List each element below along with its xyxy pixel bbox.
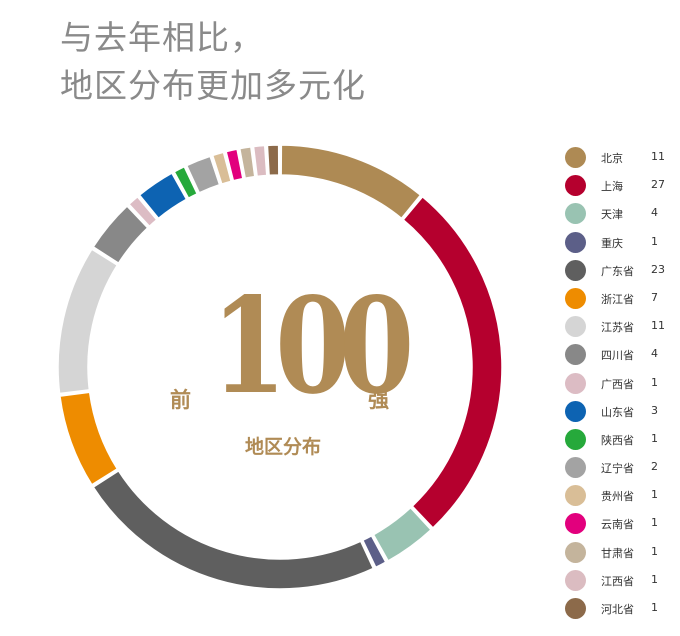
- legend-item: 四川省 4: [565, 342, 675, 370]
- legend-value: 1: [651, 488, 658, 502]
- donut-slice-0: [280, 144, 422, 220]
- legend-swatch: [565, 400, 586, 422]
- legend-label: 江苏省: [601, 321, 634, 335]
- legend-swatch: [565, 569, 586, 591]
- legend-label: 北京: [601, 152, 623, 165]
- legend-item: 山东省 3: [565, 399, 675, 427]
- legend-label: 上海: [601, 180, 623, 194]
- legend-value: 4: [651, 347, 658, 361]
- legend-swatch: [565, 316, 586, 338]
- legend-item: 云南省 1: [565, 511, 675, 539]
- legend-value: 7: [651, 290, 658, 304]
- legend-swatch: [565, 598, 586, 619]
- legend-label: 河北省: [601, 603, 634, 616]
- center-prefix: 前: [170, 388, 191, 412]
- donut-slice-16: [266, 144, 280, 177]
- legend-swatch: [565, 344, 586, 366]
- donut-slice-2: [372, 506, 433, 562]
- donut-slice-7: [92, 205, 149, 265]
- legend-value: 1: [651, 431, 658, 445]
- legend-swatch: [565, 287, 586, 309]
- donut-slice-15: [252, 144, 268, 178]
- legend-label: 陕西省: [601, 433, 634, 447]
- legend-value: 1: [651, 601, 658, 614]
- donut-slice-6: [57, 248, 119, 395]
- donut-slice-5: [59, 391, 119, 486]
- center-number: 100: [211, 269, 414, 424]
- legend-label: 重庆: [601, 236, 623, 250]
- donut-slice-10: [173, 165, 199, 200]
- donut-slice-8: [127, 195, 158, 228]
- legend-item: 上海 27: [565, 173, 675, 201]
- legend-item: 广西省 1: [565, 371, 675, 399]
- donut-slice-1: [402, 195, 503, 529]
- legend-value: 23: [651, 262, 665, 276]
- legend-item: 重庆 1: [565, 230, 675, 258]
- legend-value: 1: [651, 572, 658, 586]
- title-line-1: 与去年相比，: [60, 18, 264, 57]
- legend-swatch: [565, 513, 586, 535]
- legend-value: 1: [651, 375, 658, 389]
- donut-slice-13: [225, 148, 244, 182]
- legend-label: 四川省: [601, 349, 634, 363]
- legend-value: 11: [651, 150, 665, 163]
- legend-swatch: [565, 231, 586, 253]
- legend-item: 浙江省 7: [565, 286, 675, 314]
- legend-item: 陕西省 1: [565, 427, 675, 455]
- legend-swatch: [565, 457, 586, 479]
- legend-swatch: [565, 428, 586, 450]
- legend-item: 贵州省 1: [565, 483, 675, 511]
- legend-item: 北京 11: [565, 145, 675, 173]
- legend-label: 甘肃省: [601, 546, 634, 560]
- legend-label: 天津: [601, 208, 623, 222]
- legend-label: 贵州省: [601, 490, 634, 504]
- donut-slice-12: [211, 151, 233, 185]
- legend-value: 2: [651, 460, 658, 474]
- donut-slice-9: [138, 172, 188, 220]
- legend-item: 天津 4: [565, 201, 675, 229]
- legend-value: 11: [651, 319, 665, 333]
- legend-value: 27: [651, 178, 665, 192]
- legend-item: 河北省 1: [565, 596, 675, 624]
- legend-label: 广西省: [601, 377, 634, 391]
- legend-label: 云南省: [601, 518, 634, 532]
- legend-label: 广东省: [601, 264, 634, 278]
- legend-value: 1: [651, 234, 658, 248]
- legend-swatch: [565, 175, 586, 197]
- legend-swatch: [565, 541, 586, 563]
- legend-value: 3: [651, 403, 658, 417]
- donut-slice-14: [238, 146, 256, 180]
- chart-title: 与去年相比， 地区分布更加多元化: [60, 14, 366, 110]
- legend-item: 广东省 23: [565, 258, 675, 286]
- legend-label: 浙江省: [601, 292, 634, 306]
- legend-item: 甘肃省 1: [565, 540, 675, 568]
- legend-item: 江西省 1: [565, 568, 675, 596]
- center-subtitle: 地区分布: [244, 436, 321, 458]
- center-suffix: 强: [368, 388, 389, 412]
- title-line-2: 地区分布更加多元化: [60, 66, 366, 105]
- legend-swatch: [565, 372, 586, 394]
- legend-item: 江苏省 11: [565, 314, 675, 342]
- donut-slice-4: [92, 469, 375, 590]
- legend-label: 江西省: [601, 574, 634, 588]
- legend-swatch: [565, 203, 586, 225]
- legend-item: 辽宁省 2: [565, 455, 675, 483]
- donut-slice-3: [361, 534, 387, 569]
- donut-slice-11: [185, 155, 221, 194]
- legend-swatch: [565, 259, 586, 281]
- legend-value: 4: [651, 206, 658, 220]
- legend: 北京 11 上海 27 天津 4 重庆 1 广东省 23 浙江省 7 江苏省 11 四川省 4 广西省 1 山东省 3…: [565, 145, 675, 624]
- legend-value: 1: [651, 516, 658, 530]
- legend-label: 山东省: [601, 405, 634, 419]
- legend-label: 辽宁省: [601, 462, 634, 476]
- legend-swatch: [565, 485, 586, 507]
- legend-swatch: [565, 147, 586, 168]
- legend-value: 1: [651, 544, 658, 558]
